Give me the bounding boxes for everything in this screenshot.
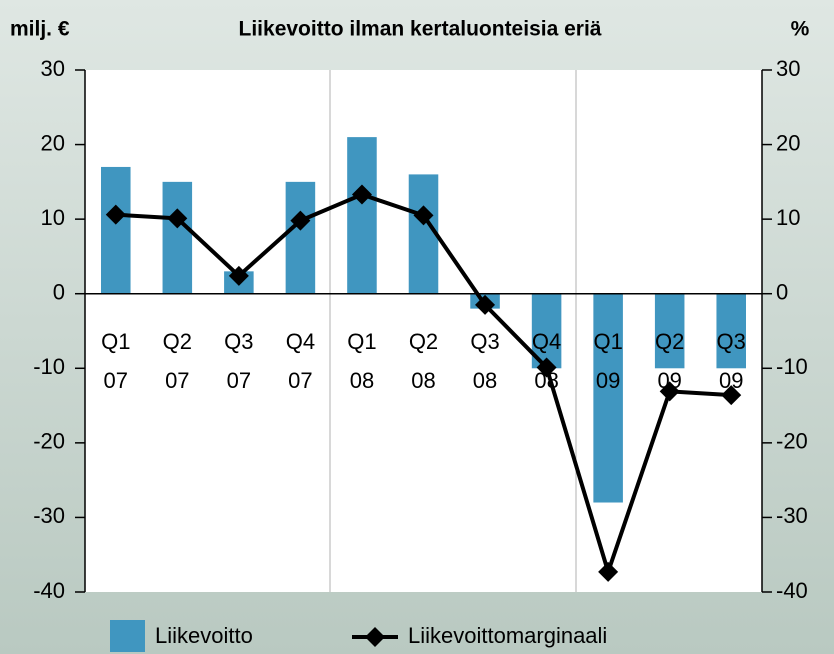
x-tick-label: Q1 bbox=[593, 329, 622, 354]
legend-marker bbox=[365, 627, 385, 647]
y2-tick-label: 0 bbox=[776, 280, 788, 305]
x-tick-label: 09 bbox=[596, 368, 620, 393]
x-tick-label: 07 bbox=[288, 368, 312, 393]
y-tick-label: -10 bbox=[33, 354, 65, 379]
marker bbox=[228, 265, 249, 286]
legend-label: Liikevoittomarginaali bbox=[408, 623, 607, 648]
bar bbox=[716, 293, 746, 369]
legend-swatch bbox=[110, 620, 145, 652]
y2-tick-label: 20 bbox=[776, 130, 800, 155]
bar bbox=[285, 181, 316, 294]
bar bbox=[162, 181, 193, 294]
marker bbox=[721, 385, 742, 406]
x-tick-label: 08 bbox=[473, 368, 497, 393]
marker bbox=[351, 184, 372, 205]
y2-tick-label: -30 bbox=[776, 503, 808, 528]
x-tick-label: Q3 bbox=[224, 329, 253, 354]
x-tick-label: Q2 bbox=[655, 329, 684, 354]
bar bbox=[654, 293, 685, 369]
legend-label: Liikevoitto bbox=[155, 623, 253, 648]
x-tick-label: 08 bbox=[350, 368, 374, 393]
x-tick-label: Q2 bbox=[409, 329, 438, 354]
x-tick-label: Q4 bbox=[532, 329, 561, 354]
y-tick-label: 0 bbox=[53, 280, 65, 305]
y2-tick-label: -40 bbox=[776, 578, 808, 603]
marker bbox=[105, 204, 126, 225]
chart-title: Liikevoitto ilman kertaluonteisia eriä bbox=[239, 18, 602, 41]
marker bbox=[536, 357, 557, 378]
y2-tick-label: -10 bbox=[776, 354, 808, 379]
marker bbox=[475, 294, 496, 315]
y-tick-label: -40 bbox=[33, 578, 65, 603]
x-tick-label: 07 bbox=[165, 368, 189, 393]
x-tick-label: 08 bbox=[411, 368, 435, 393]
y2-tick-label: 10 bbox=[776, 205, 800, 230]
x-tick-label: Q4 bbox=[286, 329, 315, 354]
y-tick-label: -30 bbox=[33, 503, 65, 528]
plot-area bbox=[85, 70, 762, 592]
marker bbox=[290, 210, 311, 231]
x-tick-label: Q3 bbox=[470, 329, 499, 354]
y-tick-label: 20 bbox=[41, 130, 65, 155]
y2-tick-label: 30 bbox=[776, 56, 800, 81]
marker bbox=[413, 205, 434, 226]
y2-axis-label: % bbox=[791, 18, 810, 41]
x-tick-label: Q1 bbox=[101, 329, 130, 354]
y-axis-label: milj. € bbox=[10, 18, 70, 41]
y2-tick-label: -20 bbox=[776, 429, 808, 454]
x-tick-label: 07 bbox=[227, 368, 251, 393]
x-tick-label: Q3 bbox=[717, 329, 746, 354]
marker bbox=[659, 381, 680, 402]
x-tick-label: Q2 bbox=[163, 329, 192, 354]
y-tick-label: 10 bbox=[41, 205, 65, 230]
bar bbox=[101, 166, 131, 294]
y-tick-label: -20 bbox=[33, 429, 65, 454]
x-tick-label: 07 bbox=[104, 368, 128, 393]
marker bbox=[598, 561, 619, 582]
bar bbox=[593, 293, 623, 503]
bar bbox=[408, 174, 439, 294]
marker bbox=[167, 208, 188, 229]
y-tick-label: 30 bbox=[41, 56, 65, 81]
x-tick-label: Q1 bbox=[347, 329, 376, 354]
bar bbox=[347, 137, 377, 294]
